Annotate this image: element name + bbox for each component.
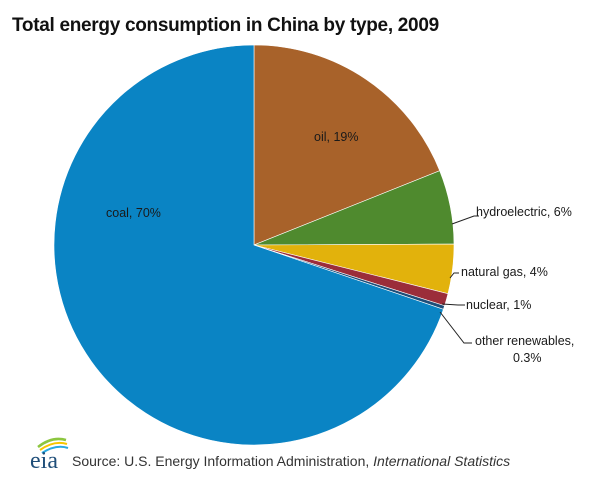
- source-text: Source: U.S. Energy Information Administ…: [72, 453, 510, 469]
- pie-slice-coal: [53, 44, 444, 446]
- source-italic: International Statistics: [373, 453, 510, 469]
- slice-label-oil: oil, 19%: [314, 130, 358, 144]
- logo-swoosh-green: [37, 437, 67, 448]
- chart-title: Total energy consumption in China by typ…: [12, 15, 439, 36]
- leader-line-nuclear: [441, 303, 465, 306]
- slice-label-other-renewables-line1: other renewables,: [475, 334, 574, 348]
- slice-label-hydroelectric: hydroelectric, 6%: [476, 205, 572, 219]
- leader-line-hydroelectric: [451, 215, 479, 225]
- eia-logo: eia: [30, 437, 69, 474]
- leader-line-natural-gas: [449, 272, 459, 279]
- leader-line-other-renewables: [439, 311, 472, 344]
- slice-label-coal: coal, 70%: [106, 206, 161, 220]
- slice-label-nuclear: nuclear, 1%: [466, 298, 531, 312]
- logo-swoosh-blue: [41, 445, 69, 454]
- pie-slice-oil: [253, 44, 441, 246]
- pie-slices: [53, 44, 455, 446]
- logo-swoosh-yellow: [39, 441, 68, 451]
- slice-label-natural-gas: natural gas, 4%: [461, 265, 548, 279]
- source-prefix: Source: U.S. Energy Information Administ…: [72, 453, 373, 469]
- logo-text: eia: [30, 448, 58, 474]
- slice-label-other-renewables-line2: 0.3%: [513, 351, 542, 365]
